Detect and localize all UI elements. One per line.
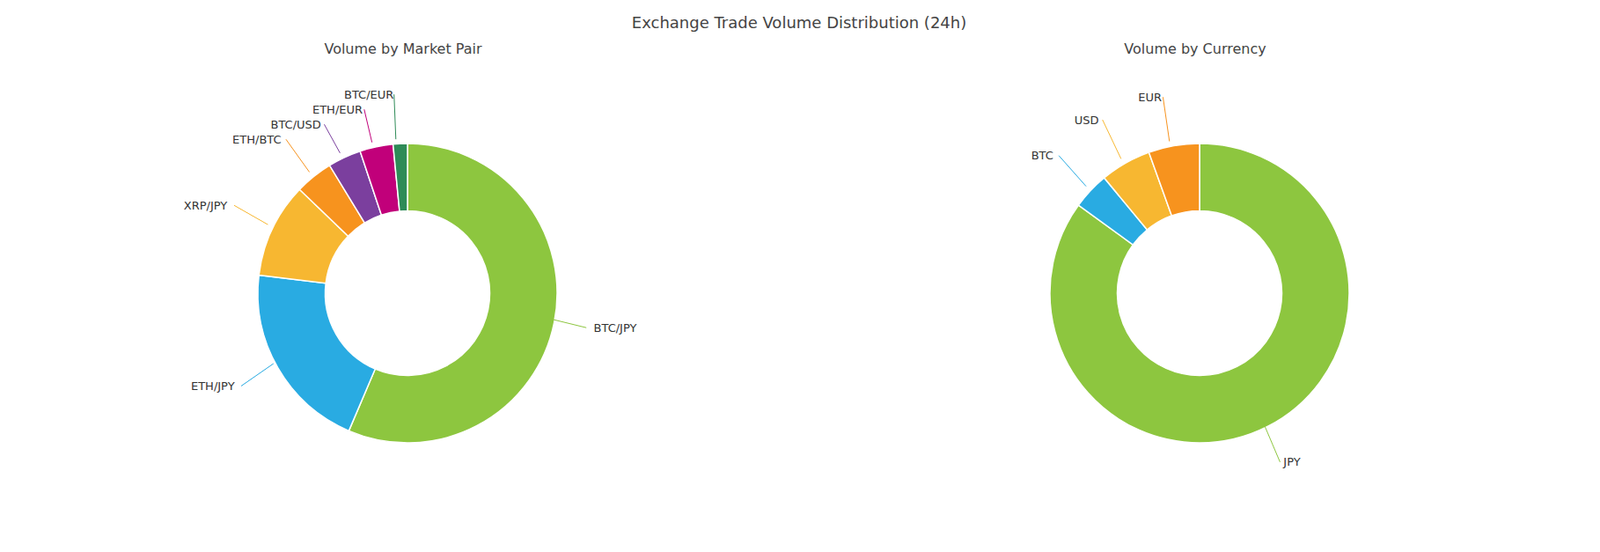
svg-text:USD: USD [1074,113,1100,127]
html-text:Volume by Market Pair: Volume by Market Pair [324,40,482,58]
svg-text:BTC/EUR: BTC/EUR [344,88,394,102]
svg-text:ETH/JPY: ETH/JPY [190,379,235,393]
svg-text:XRP/JPY: XRP/JPY [183,198,228,213]
svg-text:BTC/JPY: BTC/JPY [594,321,638,335]
svg-text:ETH/BTC: ETH/BTC [232,132,282,147]
svg-text:BTC: BTC [1031,148,1054,162]
svg-text:JPY: JPY [1282,455,1300,469]
svg-text:ETH/EUR: ETH/EUR [312,102,363,117]
svg-text:EUR: EUR [1137,90,1162,104]
svg-text:BTC/USD: BTC/USD [271,117,322,132]
html-text:Exchange Trade Volume Distribu: Exchange Trade Volume Distribution (24h) [631,13,967,32]
html-text:Volume by Currency: Volume by Currency [1124,40,1267,58]
